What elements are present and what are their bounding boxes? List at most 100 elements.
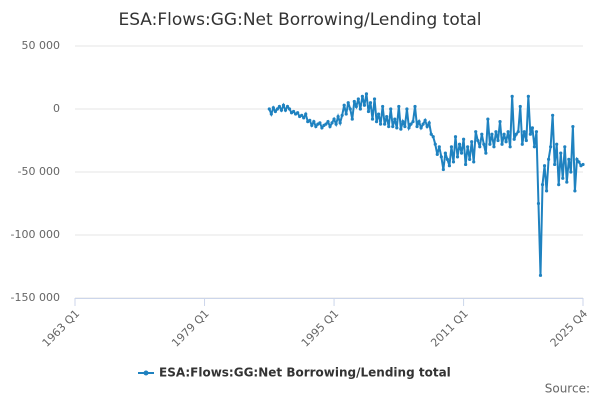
data-point: [492, 145, 496, 149]
data-point: [536, 201, 541, 206]
data-point: [445, 157, 449, 161]
data-point: [561, 176, 565, 180]
data-point: [573, 189, 577, 193]
data-point: [296, 111, 300, 115]
data-point: [283, 108, 288, 112]
data-point: [508, 145, 512, 149]
data-point: [348, 107, 352, 111]
data-point: [494, 130, 498, 134]
data-point: [376, 112, 381, 116]
data-point: [488, 142, 492, 146]
data-point: [389, 107, 393, 111]
data-point: [411, 120, 415, 124]
data-point: [354, 104, 358, 109]
data-point: [528, 132, 532, 136]
data-point: [427, 121, 431, 125]
data-point: [326, 120, 330, 124]
data-point: [302, 116, 306, 120]
data-point: [413, 104, 417, 109]
data-point: [500, 142, 504, 146]
data-point: [433, 142, 437, 146]
data-point: [435, 152, 439, 156]
data-point: [332, 117, 336, 121]
data-point: [486, 117, 490, 121]
data-point: [447, 164, 452, 168]
data-point: [437, 145, 441, 149]
data-point: [358, 107, 362, 111]
data-point: [569, 170, 573, 174]
data-point: [277, 104, 282, 109]
data-point: [370, 117, 375, 121]
x-tick-label: 2011 Q1: [428, 307, 471, 350]
data-point: [267, 107, 271, 111]
data-point: [285, 104, 290, 109]
data-point: [553, 162, 557, 167]
data-point: [279, 108, 284, 112]
data-point: [563, 145, 567, 149]
data-point: [557, 183, 561, 187]
data-point: [304, 112, 308, 116]
data-point: [474, 130, 478, 134]
data-point: [405, 107, 409, 111]
data-point: [459, 151, 464, 155]
data-point: [312, 120, 316, 124]
data-point: [567, 157, 571, 161]
data-point: [372, 97, 377, 101]
data-point: [431, 135, 435, 139]
source: Source:: [545, 382, 590, 396]
data-point: [520, 142, 524, 146]
data-point: [401, 120, 405, 124]
data-point: [504, 140, 508, 144]
data-point: [502, 132, 506, 136]
data-point: [340, 113, 344, 117]
data-point: [356, 97, 360, 101]
data-point: [484, 151, 488, 155]
data-point: [439, 155, 443, 159]
data-point: [324, 122, 328, 126]
data-point: [464, 162, 468, 167]
data-point: [330, 121, 334, 125]
data-point: [455, 155, 460, 159]
data-point: [350, 117, 354, 121]
data-point: [379, 122, 383, 126]
x-tick-label: 2025 Q4: [548, 307, 591, 350]
legend-label: ESA:Flows:GG:Net Borrowing/Lending total: [159, 366, 451, 380]
data-point: [415, 125, 419, 129]
data-point: [472, 160, 476, 164]
y-tick-label: -150 000: [11, 291, 60, 304]
data-point: [407, 126, 411, 130]
data-point: [387, 125, 391, 129]
data-point: [506, 130, 510, 134]
x-tick-label: 1995 Q1: [299, 307, 342, 350]
data-point: [314, 125, 318, 129]
data-point: [522, 130, 526, 134]
data-point: [338, 121, 342, 125]
data-point: [403, 125, 407, 129]
data-point: [393, 117, 397, 121]
data-point: [524, 138, 528, 143]
data-point: [498, 120, 502, 124]
data-point: [451, 160, 456, 164]
data-point: [310, 123, 314, 127]
data-point: [291, 109, 296, 114]
data-point: [273, 109, 277, 114]
data-point: [514, 132, 518, 136]
data-point: [555, 142, 559, 146]
data-point: [546, 157, 551, 161]
data-point: [336, 114, 340, 119]
data-point: [269, 112, 273, 116]
data-point: [409, 122, 413, 126]
data-point: [518, 104, 522, 109]
y-tick-label: -100 000: [11, 228, 60, 241]
data-point: [512, 137, 516, 141]
data-point: [334, 122, 338, 126]
data-point: [551, 113, 555, 117]
data-point: [490, 132, 494, 136]
data-point: [419, 126, 423, 130]
y-tick-label: -50 000: [18, 165, 60, 178]
data-point: [300, 113, 304, 117]
data-point: [540, 183, 545, 187]
data-point: [581, 162, 585, 167]
data-point: [328, 125, 332, 129]
data-point: [453, 135, 458, 139]
